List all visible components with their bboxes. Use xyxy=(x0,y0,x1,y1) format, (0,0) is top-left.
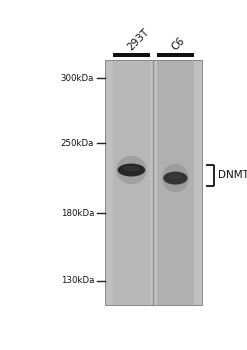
Ellipse shape xyxy=(162,164,189,193)
Ellipse shape xyxy=(168,174,183,180)
Ellipse shape xyxy=(116,156,147,184)
Bar xyxy=(113,60,150,305)
Bar xyxy=(104,60,202,305)
Ellipse shape xyxy=(118,163,145,176)
Bar xyxy=(104,60,202,305)
Ellipse shape xyxy=(123,166,140,171)
Bar xyxy=(157,53,194,57)
Text: 180kDa: 180kDa xyxy=(61,209,94,218)
Bar xyxy=(157,60,194,305)
Bar xyxy=(113,53,150,57)
Text: 130kDa: 130kDa xyxy=(61,276,94,285)
Ellipse shape xyxy=(163,172,187,184)
Text: 293T: 293T xyxy=(125,27,151,52)
Text: C6: C6 xyxy=(169,35,186,52)
Text: DNMT1: DNMT1 xyxy=(219,170,247,180)
Text: 300kDa: 300kDa xyxy=(61,74,94,83)
Text: 250kDa: 250kDa xyxy=(61,139,94,148)
